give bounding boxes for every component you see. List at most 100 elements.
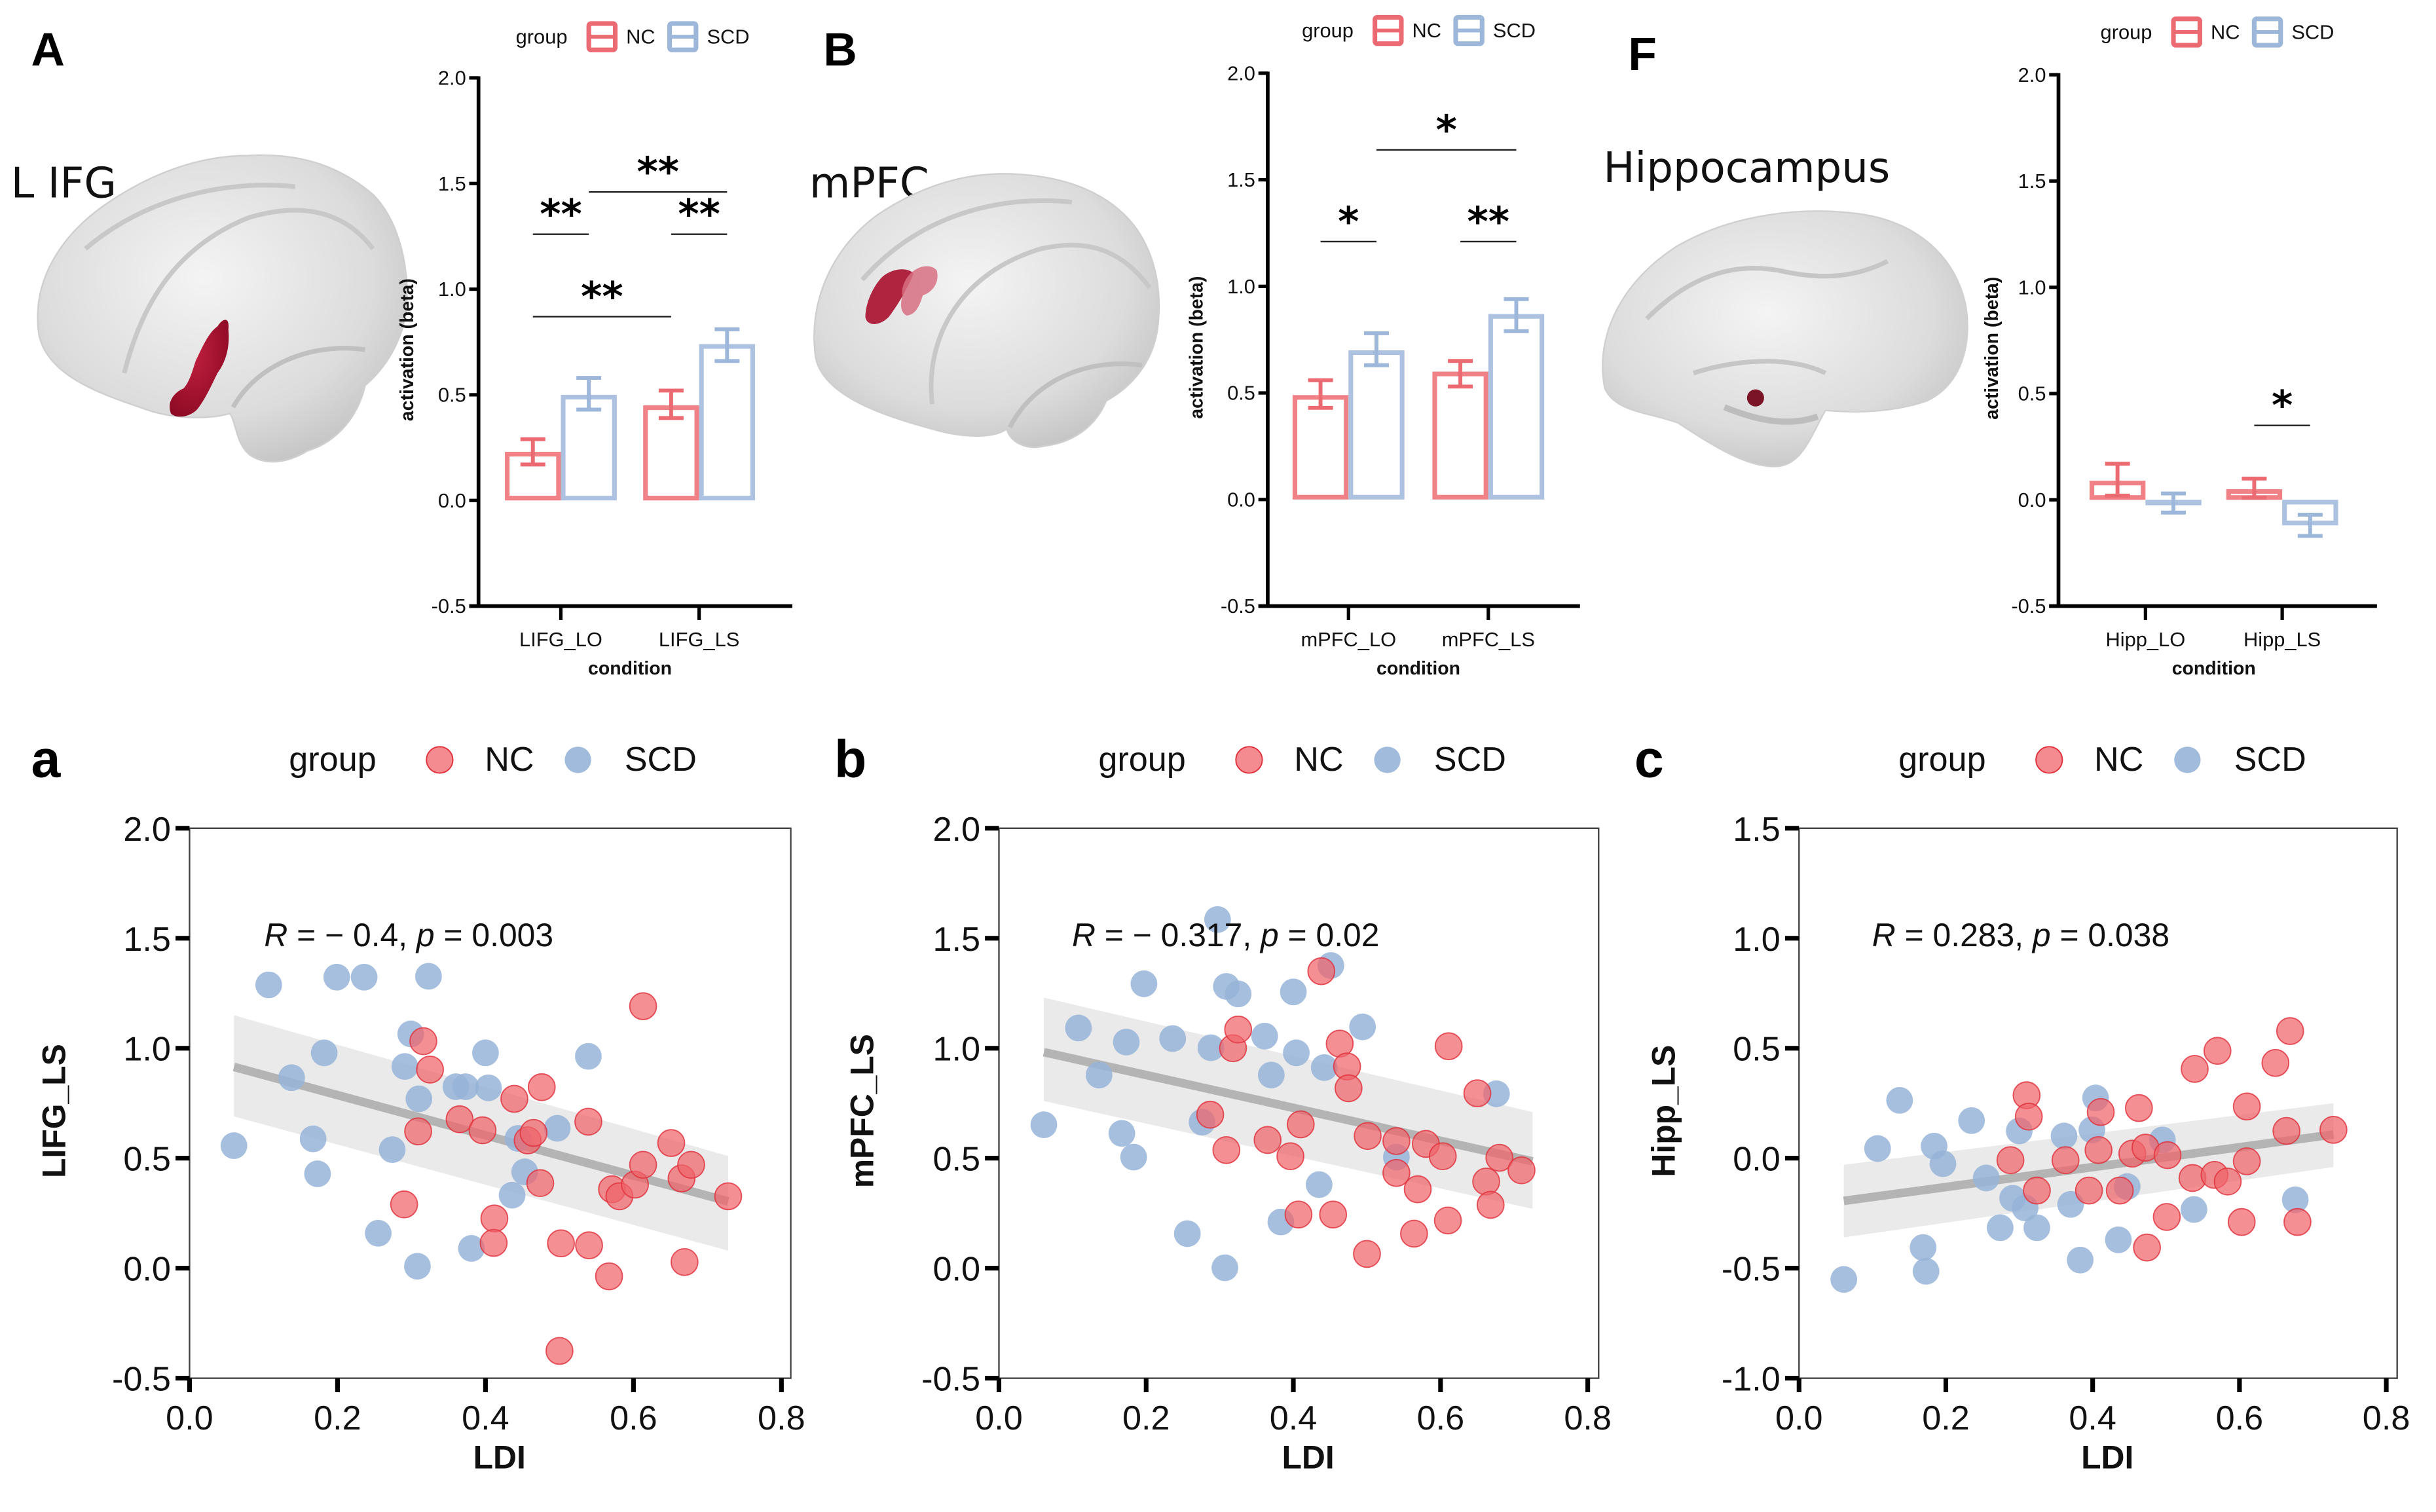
data-point-nc (526, 1169, 555, 1198)
x-tick-label: Hipp_LO (2106, 628, 2186, 651)
x-tick-label: 0.4 (462, 1399, 509, 1437)
scatter-plot-lifg: group NC SCD-0.50.00.51.01.52.00.0 0.2 0.4 0.… (36, 741, 805, 1475)
data-point-nc (1476, 1190, 1505, 1219)
data-point-nc (547, 1229, 575, 1258)
data-point-nc (1284, 1200, 1313, 1229)
annotation-italic: p (2031, 917, 2051, 953)
annotation-italic: p (415, 917, 435, 953)
data-point-nc (2086, 1097, 2115, 1126)
y-tick-label: 0.5 (1227, 382, 1255, 405)
data-point-scd (378, 1136, 406, 1164)
data-point-nc (2051, 1146, 2080, 1175)
data-point-nc (2227, 1208, 2256, 1236)
data-point-nc (2084, 1135, 2113, 1164)
y-axis-title: mPFC_LS (843, 1034, 880, 1188)
data-point-nc (595, 1262, 623, 1291)
legend-label-scd: SCD (1434, 741, 1506, 779)
y-tick-label: 0.5 (1733, 1031, 1781, 1069)
data-point-scd (299, 1125, 327, 1152)
x-tick-label: 0.6 (2216, 1399, 2264, 1437)
correlation-annotation: R = − 0.4, p = 0.003 (264, 917, 553, 953)
bar-scd (1348, 350, 1405, 500)
x-tick-label: 0.0 (166, 1399, 213, 1437)
data-point-nc (1996, 1146, 2025, 1175)
annotation-text: = − 0.4, (287, 917, 416, 953)
y-tick-label: 0.5 (123, 1141, 171, 1179)
data-point-nc (1485, 1143, 1514, 1172)
data-point-scd (2105, 1226, 2132, 1253)
data-point-scd (391, 1053, 418, 1080)
y-tick-label: 2.0 (1227, 62, 1255, 84)
significance-label: * (1338, 198, 1359, 245)
brain-surface (37, 154, 408, 463)
legend-label-scd: SCD (2291, 21, 2334, 44)
data-point-nc (2261, 1048, 2290, 1077)
y-tick-label: 1.0 (1733, 921, 1781, 959)
data-point-scd (220, 1132, 248, 1159)
data-point-scd (2281, 1186, 2309, 1213)
brain-gyrus-line (1007, 361, 1143, 429)
scatter-legend: group NC SCD (289, 741, 697, 779)
data-point-nc (657, 1129, 686, 1157)
bar-nc (643, 405, 699, 501)
y-tick-label: 0.0 (1733, 1141, 1781, 1179)
x-tick-label: mPFC_LO (1301, 628, 1396, 651)
data-point-scd (2023, 1214, 2050, 1242)
y-tick-label: 0.0 (438, 489, 466, 512)
brain-gyrus-line (860, 198, 1073, 282)
x-axis-title: condition (1376, 658, 1460, 679)
bar-chart-lifg: group NC SCD -0.5 0.0 0.5 1.0 1.5 2.0 LIFG_LO LIFG… (397, 21, 792, 679)
data-point-scd (1065, 1014, 1092, 1042)
data-point-scd (544, 1115, 571, 1142)
data-point-scd (1864, 1135, 1891, 1162)
data-point-nc (409, 1027, 437, 1056)
y-tick-label: -0.5 (1722, 1251, 1781, 1289)
correlation-annotation: R = − 0.317, p = 0.02 (1072, 917, 1379, 953)
data-point-nc (1403, 1175, 1432, 1204)
y-tick-label: 0.5 (932, 1141, 980, 1179)
data-point-scd (1987, 1214, 2014, 1242)
annotation-italic: R (264, 917, 287, 953)
brain-sulcus-line (1692, 359, 1827, 376)
data-point-scd (350, 963, 378, 991)
data-point-nc (480, 1204, 509, 1233)
panel-letter-F: F (1628, 29, 1656, 81)
data-point-nc (2153, 1141, 2182, 1170)
data-point-nc (2319, 1116, 2348, 1144)
x-tick-label: 0.8 (758, 1399, 805, 1437)
y-tick-label: 1.0 (123, 1031, 171, 1069)
legend-nc-dot-icon (1235, 746, 1263, 774)
legend-title: group (1302, 19, 1354, 42)
data-point-nc (1276, 1142, 1304, 1171)
legend-item-nc: NC (586, 21, 655, 52)
legend-title: group (516, 26, 568, 48)
y-axis-title: activation (beta) (397, 278, 418, 421)
data-point-nc (1212, 1135, 1241, 1164)
legend-scd-dot-icon (1374, 747, 1401, 773)
y-tick-label: 1.0 (2018, 276, 2046, 299)
data-point-nc (1428, 1142, 1457, 1171)
data-point-scd (1972, 1164, 2000, 1192)
data-point-nc (2075, 1176, 2103, 1205)
y-axis-title: activation (beta) (1186, 276, 1207, 418)
y-axis-title: activation (beta) (1982, 277, 2002, 420)
data-point-nc (1286, 1110, 1315, 1139)
y-tick-label: 0.0 (123, 1251, 171, 1289)
data-point-scd (1830, 1266, 1858, 1293)
y-tick-label: -0.5 (432, 595, 466, 618)
y-tick-label: 0.0 (932, 1251, 980, 1289)
scatter-plot-mpfc: group NC SCD-0.50.00.51.01.52.00.0 0.2 0.4 0.… (843, 741, 1612, 1475)
data-point-nc (1433, 1206, 1462, 1235)
data-point-nc (390, 1190, 418, 1219)
legend-nc-dot-icon (426, 746, 454, 774)
data-point-nc (2272, 1116, 2300, 1145)
data-point-scd (1305, 1171, 1333, 1198)
data-point-scd (1225, 980, 1252, 1008)
roi-mpfc-dark (865, 269, 913, 324)
y-tick-label: 0.0 (2018, 489, 2046, 511)
significance-label: ** (1467, 198, 1510, 245)
data-point-nc (1382, 1127, 1411, 1155)
x-axis-title: LDI (1282, 1439, 1334, 1475)
data-point-nc (677, 1151, 705, 1179)
y-tick-label: 0.5 (2018, 382, 2046, 405)
